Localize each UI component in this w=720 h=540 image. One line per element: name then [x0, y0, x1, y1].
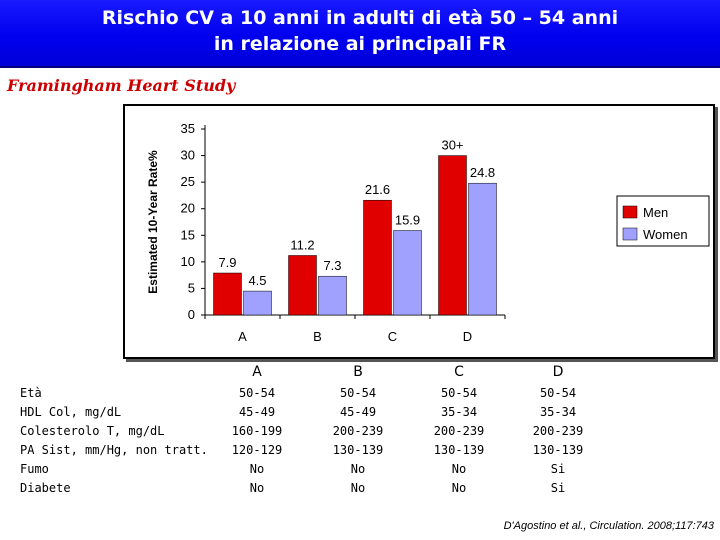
table-column-d: 50-54 35-34 200-239 130-139 Si Si — [518, 384, 598, 498]
table-cell: 200-239 — [532, 424, 584, 438]
table-column-a: 50-54 45-49 160-199 120-129 No No — [217, 384, 297, 498]
legend-label-men: Men — [643, 205, 668, 220]
table-cell: 130-139 — [332, 443, 384, 457]
table-cell: 130-139 — [433, 443, 485, 457]
data-label-women-c: 15.9 — [395, 213, 420, 228]
data-label-men-c: 21.6 — [365, 182, 390, 197]
row-label-pa-sist: PA Sist, mm/Hg, non tratt. — [20, 443, 208, 457]
bar-women-c — [393, 230, 422, 316]
x-tick-label: B — [313, 329, 322, 344]
table-col-header-b: B — [353, 364, 363, 380]
table-cell: 50-54 — [238, 386, 276, 400]
bar-men-d — [438, 155, 467, 316]
legend-label-women: Women — [643, 227, 688, 242]
x-tick-label: D — [463, 329, 472, 344]
bar-men-c — [363, 199, 392, 316]
table-cell: No — [451, 481, 467, 495]
data-label-women-b: 7.3 — [323, 258, 341, 273]
data-label-women-d: 24.8 — [470, 165, 495, 180]
chart-frame: Estimated 10-Year Rate% 0 5 10 15 20 25 30 35 A 7.… — [123, 104, 715, 359]
table-cell: No — [249, 481, 265, 495]
table-cell: 200-239 — [433, 424, 485, 438]
table-cell: 35-34 — [440, 405, 478, 419]
data-label-men-b: 11.2 — [290, 237, 314, 252]
table-col-header-d: D — [552, 364, 564, 380]
legend-swatch-men — [622, 205, 638, 219]
row-label-fumo: Fumo — [20, 462, 49, 476]
row-label-hdl: HDL Col, mg/dL — [20, 405, 122, 419]
table-cell: No — [350, 481, 366, 495]
table-cell: 50-54 — [440, 386, 478, 400]
title-line-1: Rischio CV a 10 anni in adulti di età 50… — [101, 7, 619, 29]
header-divider — [0, 66, 720, 68]
table-column-b: 50-54 45-49 200-239 130-139 No No — [318, 384, 398, 498]
y-tick-label: 35 — [181, 121, 195, 136]
data-label-women-a: 4.5 — [248, 273, 266, 288]
y-tick-label: 10 — [181, 254, 195, 269]
title-banner: Rischio CV a 10 anni in adulti di età 50… — [0, 0, 720, 66]
study-subtitle: Framingham Heart Study — [7, 76, 236, 95]
table-cell: No — [451, 462, 467, 476]
x-tick-label: C — [388, 329, 397, 344]
legend-swatch-women — [622, 227, 638, 241]
table-cell: 120-129 — [231, 443, 283, 457]
table-cell: No — [249, 462, 265, 476]
table-cell: 45-49 — [339, 405, 377, 419]
data-label-men-d: 30+ — [441, 138, 463, 153]
bar-men-a — [213, 272, 242, 316]
row-label-diabete: Diabete — [20, 481, 71, 495]
table-col-header-c: C — [454, 364, 464, 380]
y-tick-label: 20 — [181, 201, 195, 216]
y-tick-label: 5 — [188, 280, 195, 295]
bar-women-d — [468, 182, 497, 316]
bar-women-b — [318, 275, 347, 316]
table-cell: 130-139 — [532, 443, 584, 457]
y-tick-label: 0 — [188, 307, 195, 322]
title-line-2: in relazione ai principali FR — [213, 33, 507, 55]
bar-women-a — [243, 290, 272, 316]
bar-chart: Estimated 10-Year Rate% 0 5 10 15 20 25 30 35 A 7.… — [146, 121, 710, 344]
table-cell: Si — [550, 462, 566, 476]
row-label-eta: Età — [20, 386, 42, 400]
table-cell: 160-199 — [231, 424, 283, 438]
x-tick-label: A — [238, 329, 247, 344]
table-cell: 45-49 — [238, 405, 276, 419]
table-cell: 50-54 — [539, 386, 577, 400]
y-tick-label: 30 — [181, 148, 195, 163]
table-row-labels: Età HDL Col, mg/dL Colesterolo T, mg/dL … — [20, 384, 208, 498]
citation: D'Agostino et al., Circulation. 2008;117… — [503, 520, 714, 532]
y-axis-label: Estimated 10-Year Rate% — [146, 150, 160, 294]
row-label-colesterolo: Colesterolo T, mg/dL — [20, 424, 165, 438]
table-cell: No — [350, 462, 366, 476]
table-col-header-a: A — [252, 364, 262, 380]
table-cell: 50-54 — [339, 386, 377, 400]
table-cell: 200-239 — [332, 424, 384, 438]
table-cell: Si — [550, 481, 566, 495]
data-label-men-a: 7.9 — [218, 255, 236, 270]
bar-men-b — [288, 255, 317, 316]
y-tick-label: 25 — [181, 174, 195, 189]
table-column-c: 50-54 35-34 200-239 130-139 No No — [419, 384, 499, 498]
table-cell: 35-34 — [539, 405, 577, 419]
y-tick-label: 15 — [181, 227, 195, 242]
